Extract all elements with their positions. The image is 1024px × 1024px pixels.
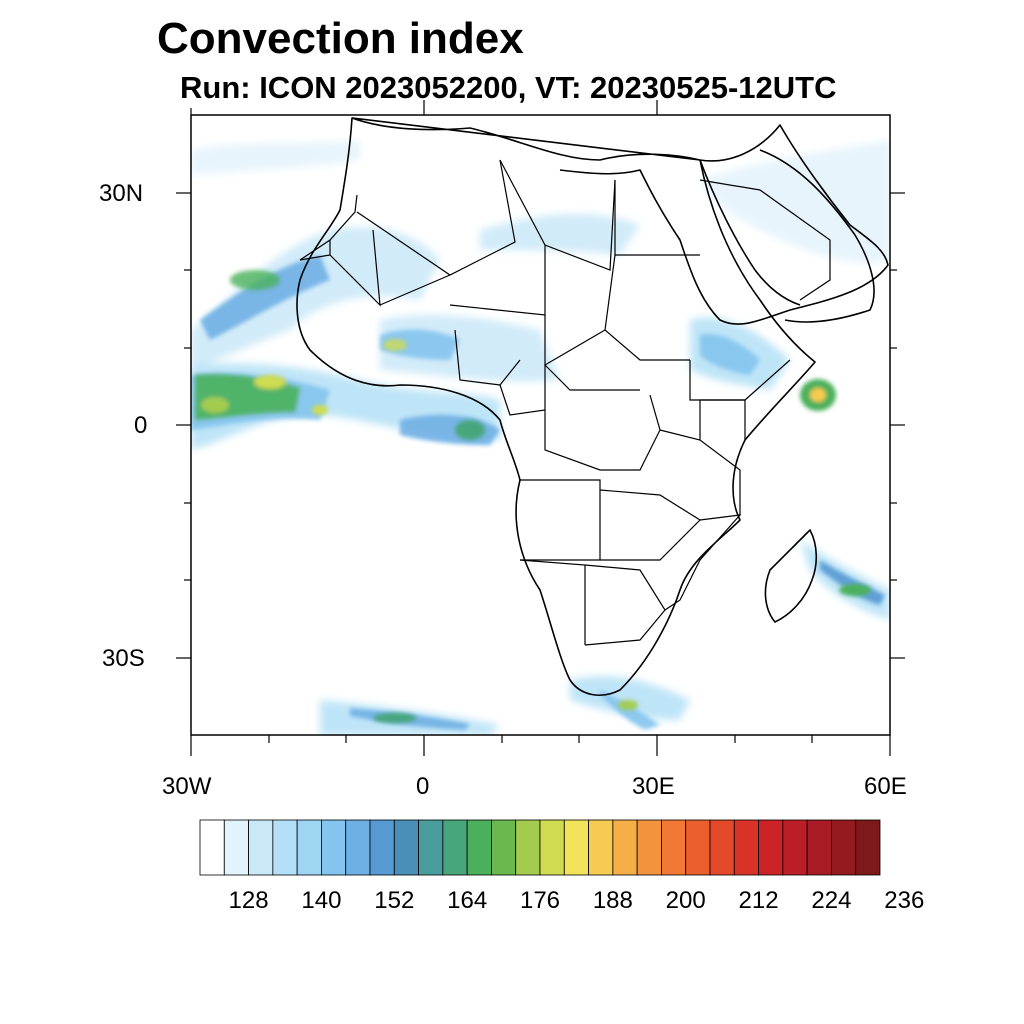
colorbar-swatch: [223, 819, 249, 876]
lon-label-0: 0: [416, 773, 430, 800]
field-swath-south-africa: [570, 676, 690, 720]
country-borders: [299, 159, 831, 646]
coastlines: [296, 117, 889, 696]
plot-subtitle: Run: ICON 2023052200, VT: 20230525-12UTC: [180, 70, 837, 105]
border-western-sahara: [299, 194, 358, 261]
lat-label-30s: 30S: [102, 645, 145, 672]
border-mozambique: [664, 514, 742, 611]
colorbar-swatch: [636, 819, 662, 876]
lon-label-30e: 30E: [632, 773, 675, 800]
colorbar-swatch: [418, 819, 444, 876]
colorbar: [199, 819, 881, 876]
colorbar-swatch: [345, 819, 371, 876]
colorbar-swatch: [806, 819, 832, 876]
colorbar-swatch: [466, 819, 492, 876]
border-egypt: [614, 180, 700, 256]
colorbar-swatch: [515, 819, 541, 876]
border-zambia: [599, 489, 701, 561]
colorbar-swatch: [709, 819, 735, 876]
colorbar-swatch: [782, 819, 808, 876]
plot-title: Convection index: [157, 14, 524, 63]
lat-ticks: [176, 192, 905, 659]
colorbar-swatch: [369, 819, 395, 876]
colorbar-swatch: [612, 819, 638, 876]
lat-label-30n: 30N: [99, 180, 144, 207]
border-angola: [520, 479, 601, 561]
field-high-south-africa: [618, 700, 638, 710]
colorbar-label: 200: [665, 887, 706, 914]
field-swath-west-africa: [191, 226, 440, 370]
field-swath-arabia: [700, 140, 890, 263]
border-algeria: [356, 159, 516, 276]
colorbar-swatch: [539, 819, 565, 876]
colorbar-swatch: [758, 819, 784, 876]
colorbar-swatch: [661, 819, 687, 876]
colorbar-swatch: [733, 819, 759, 876]
colorbar-swatch: [248, 819, 274, 876]
border-botswana: [584, 564, 666, 646]
colorbar-label: 188: [592, 887, 633, 914]
africa-coastline: [296, 117, 889, 696]
colorbar-swatch: [296, 819, 322, 876]
convection-field: [191, 140, 890, 735]
colorbar-swatch: [442, 819, 468, 876]
colorbar-label: 212: [738, 887, 779, 914]
lat-label-0: 0: [134, 412, 148, 439]
lon-ticks: [190, 100, 891, 756]
field-peak-atlantic-2: [201, 397, 229, 413]
border-sudan: [604, 254, 690, 361]
red-sea-coast: [699, 159, 801, 306]
border-libya: [499, 159, 616, 271]
field-high-madagascar: [839, 584, 871, 596]
border-nigeria: [454, 329, 521, 386]
colorbar-label: 128: [228, 887, 269, 914]
colorbar-label: 224: [811, 887, 852, 914]
field-peak-somalia: [810, 388, 826, 402]
border-chad: [544, 315, 606, 367]
colorbar-label: 236: [884, 887, 925, 914]
border-saudi: [699, 179, 831, 301]
colorbar-swatch: [393, 819, 419, 876]
colorbar-swatch: [563, 819, 589, 876]
colorbar-label: 152: [374, 887, 415, 914]
border-car: [544, 364, 640, 391]
field-peak-atlantic-1: [254, 375, 286, 389]
field-high-sahel: [383, 339, 407, 351]
field-mid-madagascar: [820, 560, 885, 605]
field-mid-sahel: [380, 329, 460, 360]
border-ethiopia: [689, 359, 791, 401]
colorbar-swatch: [272, 819, 298, 876]
colorbar-swatch: [831, 819, 857, 876]
border-drc: [544, 394, 661, 471]
colorbar-swatch: [199, 819, 225, 876]
field-mid-west-africa: [200, 255, 330, 340]
lon-label-60e: 60E: [864, 773, 907, 800]
colorbar-label: 176: [519, 887, 561, 914]
madagascar: [764, 529, 818, 623]
field-high-south-atlantic: [373, 713, 417, 723]
colorbar-label: 164: [447, 887, 488, 914]
field-mid-south-africa: [600, 690, 660, 730]
field-mid-ethiopia: [700, 334, 760, 375]
arabia-coast: [759, 149, 875, 323]
colorbar-label: 140: [301, 887, 342, 914]
border-tanzania: [659, 429, 741, 515]
colorbar-swatch: [685, 819, 711, 876]
lon-label-30w: 30W: [162, 773, 212, 800]
colorbar-swatch: [321, 819, 347, 876]
colorbar-swatch: [855, 819, 881, 876]
field-high-guinea: [455, 420, 485, 440]
field-peak-atlantic-3: [312, 405, 328, 415]
field-swath-north: [480, 213, 640, 255]
border-cameroon: [499, 365, 546, 416]
field-swath-mediterranean: [191, 140, 360, 175]
colorbar-swatch: [491, 819, 517, 876]
colorbar-swatch: [588, 819, 614, 876]
field-high-west-africa: [230, 270, 280, 290]
border-kenya: [699, 399, 746, 440]
